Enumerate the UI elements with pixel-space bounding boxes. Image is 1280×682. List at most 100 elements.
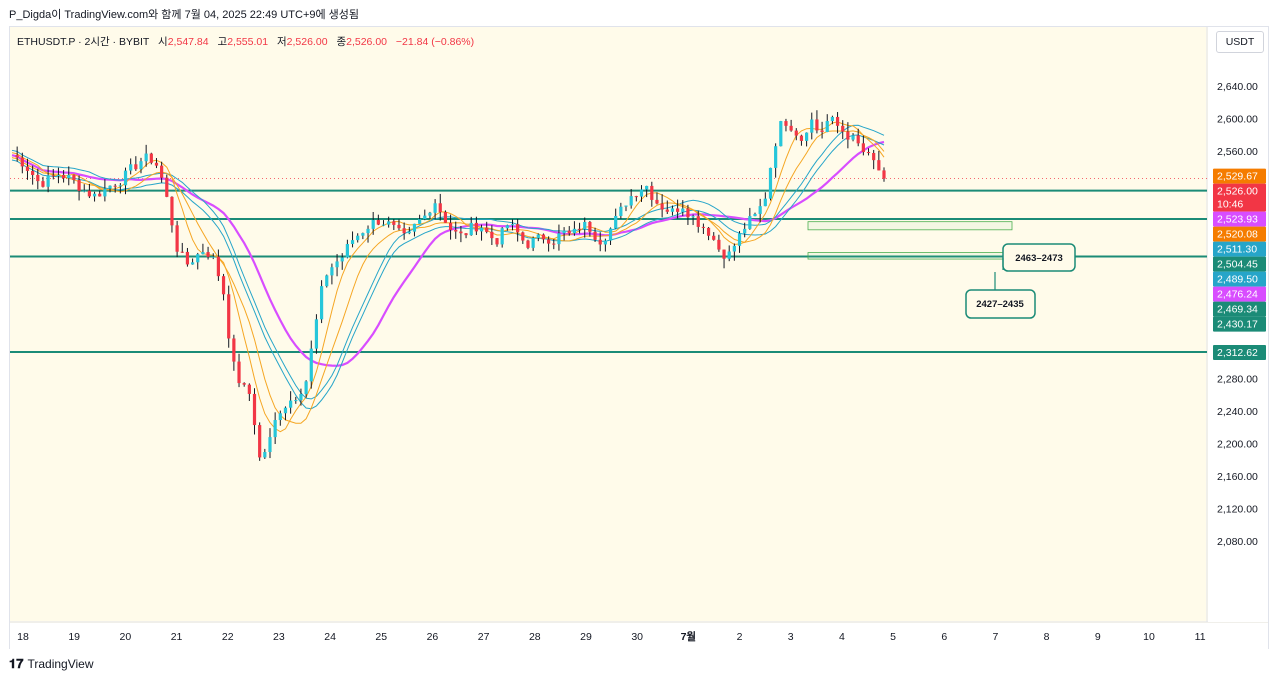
candle-body (768, 167, 773, 199)
low-value: 2,526.00 (286, 36, 328, 48)
candle-body (588, 221, 592, 232)
candle-body (31, 170, 35, 175)
candle-body (25, 166, 30, 171)
candle-body (598, 239, 602, 245)
x-tick-label: 23 (273, 631, 285, 643)
chart-caption: P_Digda이 TradingView.com와 함께 7월 04, 2025… (9, 9, 360, 21)
candle-body (629, 196, 633, 206)
candle-body (361, 233, 365, 236)
candle-body (624, 205, 628, 207)
candle-body (691, 216, 695, 218)
candle-body (92, 193, 97, 197)
candle-body (743, 228, 747, 234)
tradingview-logo-icon: 𝟏𝟕 (9, 656, 24, 671)
x-tick-label: 3 (788, 631, 794, 643)
candle-body (211, 256, 215, 258)
high-value: 2,555.01 (227, 36, 269, 48)
candle-body (547, 239, 551, 244)
candle-body (428, 212, 432, 216)
candle-body (170, 196, 174, 226)
candle-body (41, 181, 45, 187)
candle-body (61, 174, 66, 179)
candle-body (696, 216, 700, 227)
candle-body (732, 245, 736, 252)
candle-body (856, 135, 860, 144)
candle-body (340, 257, 344, 262)
candle-body (77, 180, 81, 191)
x-tick-label: 25 (375, 631, 387, 643)
candle-body (123, 170, 128, 186)
candle-body (423, 215, 427, 220)
y-tick-label: 2,160.00 (1217, 471, 1258, 483)
candle-body (851, 135, 855, 140)
candle-body (201, 252, 205, 255)
candle-body (521, 232, 525, 241)
candle-body (490, 231, 494, 239)
candle-body (799, 135, 804, 141)
candle-body (237, 361, 241, 384)
candle-body (789, 125, 793, 131)
candle-body (247, 384, 251, 394)
candle-body (861, 143, 865, 153)
candle-body (314, 319, 319, 349)
candle-body (712, 235, 716, 240)
ma-band-lower (11, 134, 885, 410)
price-label-tag (1213, 344, 1266, 360)
candle-body (634, 196, 638, 198)
candle-body (459, 231, 463, 234)
x-tick-label: 18 (17, 631, 29, 643)
candle-body (309, 348, 313, 382)
candle-body (645, 185, 649, 190)
y-tick-label: 2,240.00 (1217, 406, 1258, 418)
price-label-text: 2,529.67 (1217, 171, 1258, 183)
candle-body (701, 226, 706, 228)
candle-body (608, 228, 613, 241)
candle-body (583, 221, 587, 230)
price-label-text: 2,511.30 (1217, 244, 1257, 256)
candle-body (577, 228, 582, 230)
x-tick-label: 24 (324, 631, 336, 643)
candle-body (154, 162, 159, 166)
candle-body (526, 240, 530, 248)
candle-body (433, 203, 437, 213)
candle-body (15, 155, 19, 158)
x-tick-label: 10 (1143, 631, 1155, 643)
candle-body (614, 215, 618, 229)
candle-body (567, 230, 571, 234)
candle-body (841, 125, 845, 132)
y-tick-label: 2,280.00 (1217, 374, 1258, 386)
candle-body (552, 243, 556, 245)
price-countdown-text: 10:46 (1217, 199, 1243, 211)
candle-body (753, 213, 757, 217)
candle-body (242, 383, 246, 385)
candle-body (562, 230, 566, 234)
candle-body (335, 261, 339, 268)
candle-body (165, 177, 169, 197)
x-tick-label: 8 (1044, 631, 1050, 643)
candle-body (407, 231, 411, 234)
price-label-text: 2,520.08 (1217, 229, 1258, 241)
candle-body (557, 233, 561, 245)
candle-body (67, 174, 71, 179)
candle-body (443, 212, 448, 223)
candle-body (717, 239, 721, 250)
footer-brand: 𝟏𝟕 TradingView (9, 656, 94, 672)
time-axis-bg (10, 623, 1268, 649)
candle-body (144, 153, 148, 162)
candle-body (639, 189, 644, 197)
candle-body (366, 228, 370, 234)
currency-selector[interactable]: USDT (1216, 31, 1264, 53)
candle-body (541, 234, 546, 240)
zone-callout-label: 2427–2435 (976, 299, 1024, 310)
candle-body (438, 203, 442, 213)
zone-callout-box (965, 289, 1036, 319)
x-tick-label: 6 (941, 631, 947, 643)
chart-frame[interactable] (9, 26, 1269, 649)
price-label-tag (1213, 183, 1266, 212)
price-label-tag (1213, 301, 1266, 317)
candle-body (345, 244, 349, 258)
price-label-text: 2,523.93 (1217, 214, 1258, 226)
candle-body (371, 219, 375, 229)
ma-short-line (11, 121, 885, 433)
